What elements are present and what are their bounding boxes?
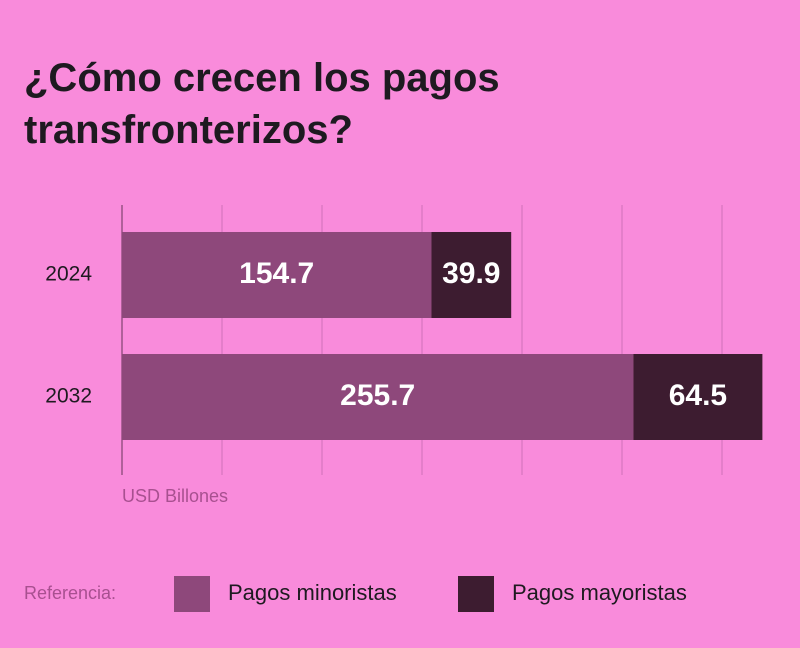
legend-label: Pagos mayoristas [512, 580, 687, 605]
legend-title: Referencia: [24, 583, 116, 603]
chart-title: ¿Cómo crecen los pagos transfronterizos? [24, 56, 500, 152]
bar-segment [122, 232, 432, 318]
bar-segment [122, 354, 634, 440]
bar-segment [633, 354, 763, 440]
legend-swatch [458, 576, 494, 612]
legend-label: Pagos minoristas [228, 580, 397, 605]
data-label: 255.7 [340, 379, 415, 412]
data-label: 64.5 [669, 379, 727, 412]
legend-swatch [174, 576, 210, 612]
y-tick-label: 2024 [45, 263, 92, 286]
x-axis-label: USD Billones [122, 486, 228, 506]
data-label: 154.7 [239, 257, 314, 290]
bar-segment [431, 232, 512, 318]
y-tick-label: 2032 [45, 385, 92, 408]
data-label: 39.9 [442, 257, 500, 290]
